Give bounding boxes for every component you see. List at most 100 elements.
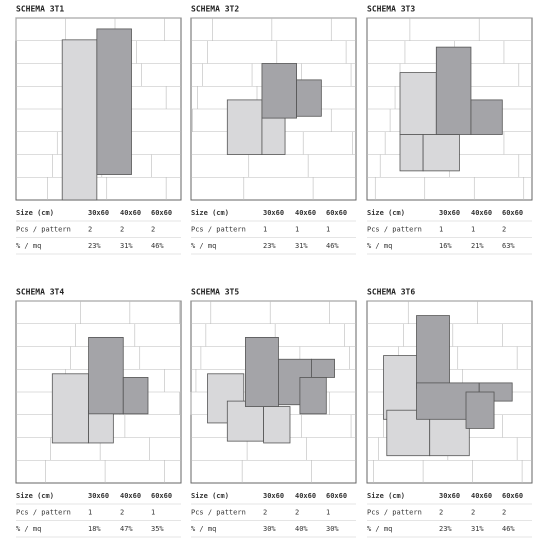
table-cell: Pcs / pattern [191, 509, 246, 517]
table-cell: 2 [120, 509, 124, 517]
table-cell: % / mq [16, 525, 41, 533]
light-tile [399, 134, 424, 172]
tile-diagram [190, 17, 357, 201]
table-cell: 2 [120, 226, 124, 234]
table-cell: % / mq [191, 525, 216, 533]
table-cell: 63% [502, 242, 515, 250]
table-cell: 2 [439, 509, 443, 517]
table-cell: 31% [295, 242, 308, 250]
table-cell: 21% [471, 242, 484, 250]
table-cell: 1 [326, 509, 330, 517]
table-header: Size (cm) [16, 492, 54, 500]
table-cell: 47% [120, 525, 133, 533]
dark-tile [311, 358, 335, 378]
table-cell: 1 [88, 509, 92, 517]
tile-diagram [366, 300, 533, 484]
table-header: 60x60 [326, 492, 347, 500]
light-tile [263, 406, 291, 444]
table-cell: 23% [263, 242, 276, 250]
dark-tile [261, 63, 298, 119]
panel-title: SCHEMA 3T4 [16, 288, 64, 297]
table-cell: 1 [326, 226, 330, 234]
table-header: 40x60 [120, 492, 141, 500]
dark-tile [296, 79, 322, 117]
table-header: 60x60 [502, 492, 523, 500]
dark-tile [245, 336, 279, 407]
table-cell: % / mq [191, 242, 216, 250]
table-cell: 2 [151, 226, 155, 234]
table-cell: 2 [295, 509, 299, 517]
table-cell: % / mq [367, 242, 392, 250]
light-tile [422, 134, 460, 172]
dark-tile [96, 28, 132, 175]
table-header: 30x60 [88, 209, 109, 217]
light-tile [399, 72, 437, 135]
table-header: 40x60 [471, 209, 492, 217]
table-cell: 2 [88, 226, 92, 234]
table-cell: Pcs / pattern [16, 226, 71, 234]
table-cell: 1 [439, 226, 443, 234]
light-tile [61, 39, 98, 201]
light-tile [88, 409, 114, 444]
table-header: 40x60 [471, 492, 492, 500]
table-cell: 46% [151, 242, 164, 250]
table-header: 60x60 [151, 209, 172, 217]
table-cell: 1 [263, 226, 267, 234]
table-header: 40x60 [295, 209, 316, 217]
tile-diagram [190, 300, 357, 484]
table-header: 30x60 [263, 492, 284, 500]
table-cell: % / mq [16, 242, 41, 250]
table-cell: 1 [295, 226, 299, 234]
table-header: 30x60 [439, 492, 460, 500]
table-cell: Pcs / pattern [367, 509, 422, 517]
table-header: Size (cm) [367, 492, 405, 500]
table-header: Size (cm) [16, 209, 54, 217]
dark-tile [470, 99, 503, 135]
table-cell: 2 [502, 509, 506, 517]
dark-tile [88, 336, 124, 415]
dark-tile [465, 391, 495, 429]
table-cell: 31% [120, 242, 133, 250]
table-cell: 16% [439, 242, 452, 250]
table-cell: 46% [502, 525, 515, 533]
table-header: 60x60 [151, 492, 172, 500]
table-header: Size (cm) [191, 492, 229, 500]
table-cell: 18% [88, 525, 101, 533]
dark-tile [299, 377, 327, 415]
table-cell: Pcs / pattern [16, 509, 71, 517]
light-tile [261, 117, 286, 155]
table-cell: % / mq [367, 525, 392, 533]
table-cell: 40% [295, 525, 308, 533]
tile-diagram [15, 300, 182, 484]
panel-title: SCHEMA 3T1 [16, 5, 64, 14]
table-cell: Pcs / pattern [367, 226, 422, 234]
table-cell: Pcs / pattern [191, 226, 246, 234]
table-cell: 23% [88, 242, 101, 250]
table-header: 60x60 [502, 209, 523, 217]
table-header: 30x60 [88, 492, 109, 500]
dark-tile [435, 46, 472, 135]
tile-diagram [366, 17, 533, 201]
table-header: 40x60 [120, 209, 141, 217]
table-cell: 1 [151, 509, 155, 517]
table-cell: 35% [151, 525, 164, 533]
table-header: 30x60 [263, 209, 284, 217]
panel-title: SCHEMA 3T2 [191, 5, 239, 14]
table-header: 40x60 [295, 492, 316, 500]
panel-title: SCHEMA 3T5 [191, 288, 239, 297]
table-header: Size (cm) [191, 209, 229, 217]
table-cell: 30% [326, 525, 339, 533]
table-cell: 1 [471, 226, 475, 234]
table-header: Size (cm) [367, 209, 405, 217]
table-header: 60x60 [326, 209, 347, 217]
table-header: 30x60 [439, 209, 460, 217]
table-cell: 30% [263, 525, 276, 533]
table-cell: 23% [439, 525, 452, 533]
dark-tile [416, 315, 450, 389]
light-tile [226, 99, 263, 155]
panel-title: SCHEMA 3T3 [367, 5, 415, 14]
panel-title: SCHEMA 3T6 [367, 288, 415, 297]
tile-diagram [15, 17, 182, 201]
light-tile [226, 400, 265, 442]
dark-tile [122, 377, 149, 415]
